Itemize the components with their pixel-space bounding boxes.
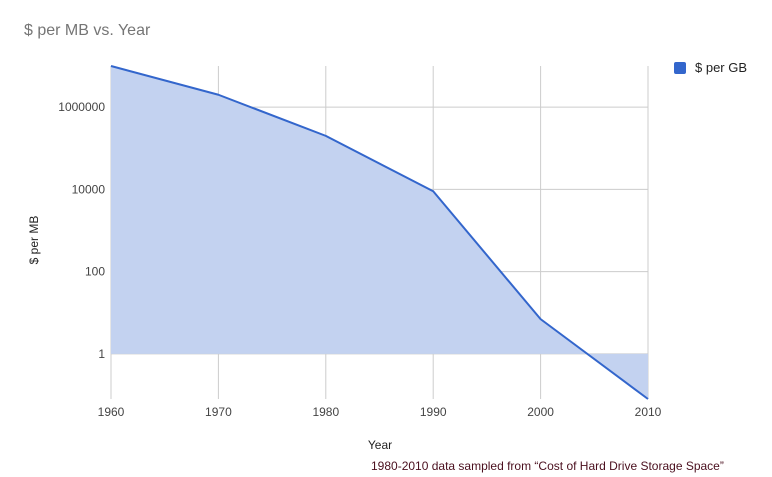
x-tick-label: 1960 [98, 405, 125, 419]
series-layer [110, 65, 649, 400]
x-tick-label: 1980 [312, 405, 339, 419]
x-tick-label: 1990 [420, 405, 447, 419]
legend[interactable]: $ per GB [674, 60, 747, 75]
series-area [111, 66, 648, 399]
x-axis-label: Year [367, 438, 393, 452]
legend-swatch [674, 61, 686, 74]
footnote: 1980-2010 data sampled from “Cost of Har… [371, 459, 724, 473]
y-axis-label: $ per MB [27, 215, 41, 265]
y-tick-label: 10000 [72, 182, 106, 196]
tick-labels: 1960 1970 1980 1990 2000 2010 1 100 10000 1000000 [58, 100, 661, 419]
series-line [110, 65, 649, 400]
y-tick-label: 1 [98, 347, 105, 361]
x-tick-label: 2000 [527, 405, 554, 419]
x-tick-label: 1970 [205, 405, 232, 419]
legend-label: $ per GB [695, 60, 748, 75]
chart-title: $ per MB vs. Year [24, 22, 151, 39]
y-tick-label: 100 [85, 265, 105, 279]
x-tick-label: 2010 [635, 405, 662, 419]
y-tick-label: 1000000 [58, 100, 105, 114]
